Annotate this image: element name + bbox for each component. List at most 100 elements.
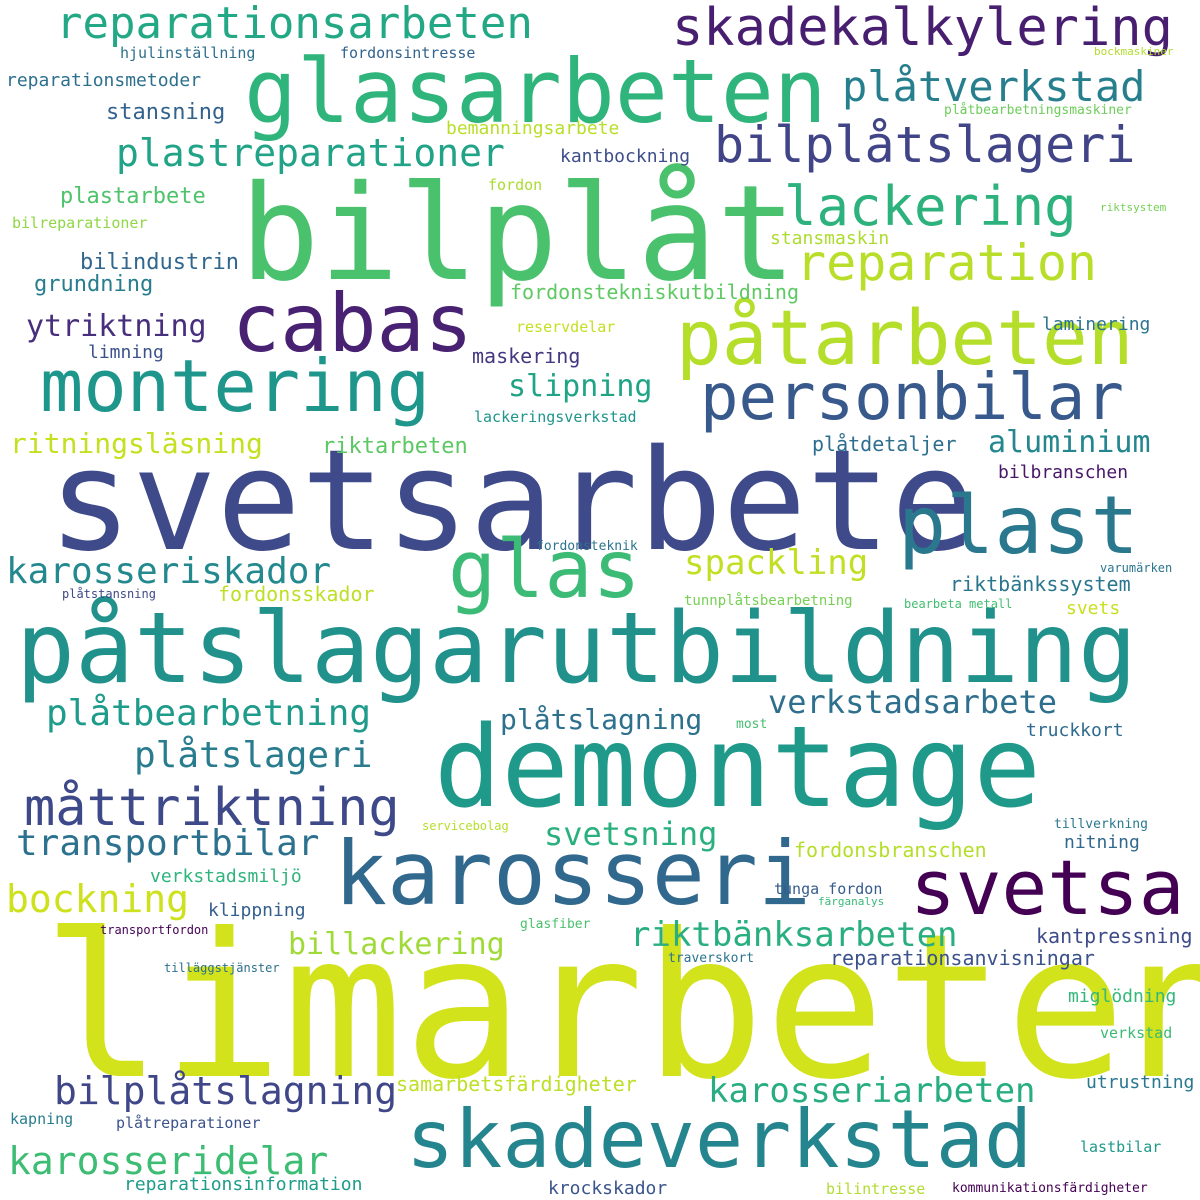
word-bilbranschen: bilbranschen [998, 462, 1129, 483]
word-bearbeta-metall: bearbeta metall [904, 597, 1013, 611]
word-limarbeten: limarbeten [42, 891, 1200, 1124]
word-farganalys: färganalys [818, 895, 885, 908]
word-kantpressning: kantpressning [1036, 924, 1193, 948]
word-karosseriarbeten: karosseriarbeten [708, 1071, 1036, 1111]
word-hjulinstallning: hjulinställning [120, 44, 256, 62]
word-riktarbeten: riktarbeten [322, 434, 468, 459]
word-lastbilar: lastbilar [1080, 1138, 1162, 1156]
word-reparationsarbeten: reparationsarbeten [56, 0, 533, 49]
word-svets: svets [1066, 598, 1121, 619]
word-karosseridelar: karosseridelar [8, 1139, 329, 1183]
word-demontage: demontage [434, 703, 1041, 833]
word-glasfiber: glasfiber [520, 917, 591, 932]
word-platstansning: plåtstansning [62, 587, 156, 601]
word-kapning: kapning [10, 1110, 74, 1128]
word-platverkstad: plåtverkstad [842, 62, 1146, 111]
word-bilreparationer: bilreparationer [12, 214, 148, 232]
word-karosseriskador: karosseriskador [6, 551, 332, 592]
word-slipning: slipning [508, 369, 653, 404]
word-reparationsmetoder: reparationsmetoder [6, 70, 202, 91]
word-fordonsbranschen: fordonsbranschen [794, 838, 987, 862]
word-bemanningsarbete: bemanningsarbete [446, 118, 620, 139]
word-tunga-fordon: tunga fordon [774, 880, 883, 898]
word-transportfordon: transportfordon [100, 923, 209, 937]
word-verkstadsmiljo: verkstadsmiljö [150, 866, 302, 887]
word-platdetaljer: plåtdetaljer [812, 432, 957, 456]
word-truckkort: truckkort [1026, 720, 1124, 741]
word-traverskort: traverskort [668, 951, 755, 966]
word-bockmaskiner: bockmaskiner [1094, 45, 1174, 58]
word-bilplat: bilplåt [240, 157, 797, 311]
word-servicebolag: servicebolag [422, 819, 509, 833]
word-tillaggstjanster: tilläggstjänster [164, 961, 280, 975]
word-fordonstekniskutbildning: fordonstekniskutbildning [510, 280, 799, 304]
word-laminering: laminering [1042, 314, 1151, 335]
word-lackering: lackering [784, 175, 1077, 238]
word-verkstad: verkstad [1100, 1024, 1173, 1042]
word-platbearbetning: plåtbearbetning [46, 693, 372, 734]
word-glasarbeten: glasarbeten [244, 40, 827, 143]
word-bilintresse: bilintresse [826, 1180, 926, 1198]
word-kommunikationsfardigheter: kommunikationsfärdigheter [952, 1181, 1148, 1196]
word-riktbankssystem: riktbänkssystem [950, 572, 1131, 596]
word-svetsarbete: svetsarbete [48, 420, 976, 583]
word-tillverkning: tillverkning [1054, 817, 1148, 832]
word-krockskador: krockskador [548, 1178, 668, 1199]
word-ritningslasning: ritningsläsning [10, 427, 263, 460]
word-glas: glas [448, 523, 641, 616]
word-plastreparationer: plastreparationer [116, 131, 505, 175]
word-reparationsanvisningar: reparationsanvisningar [830, 946, 1095, 970]
word-reservdelar: reservdelar [516, 318, 616, 336]
word-stansmaskin: stansmaskin [770, 228, 890, 249]
word-svetsning: svetsning [544, 815, 718, 853]
word-platarbeten: påtarbeten [676, 293, 1134, 382]
word-platslagarutbildning: påtslagarutbildning [16, 592, 1138, 706]
word-fordonsteknik: fordonsteknik [536, 539, 638, 554]
word-transportbilar: transportbilar [16, 823, 320, 864]
word-lackeringsverkstad: lackeringsverkstad [474, 408, 637, 426]
word-utrustning: utrustning [1086, 1072, 1195, 1093]
word-limning: limning [88, 342, 164, 363]
word-bilplatslageri: bilplåtslageri [714, 116, 1136, 174]
word-plastarbete: plastarbete [60, 184, 206, 209]
word-reparation: reparation [796, 234, 1098, 292]
word-personbilar: personbilar [700, 361, 1124, 435]
word-spackling: spackling [684, 543, 869, 583]
word-stansning: stansning [106, 100, 226, 125]
word-cabas: cabas [232, 277, 473, 370]
word-skadeverkstad: skadeverkstad [406, 1093, 1033, 1186]
word-maskering: maskering [472, 344, 581, 368]
word-karosseri: karosseri [334, 822, 811, 925]
word-bilindustrin: bilindustrin [80, 250, 239, 275]
word-most: most [736, 717, 768, 732]
word-riktsystem: riktsystem [1100, 201, 1167, 214]
word-svetsa: svetsa [910, 843, 1185, 932]
word-fordon: fordon [488, 176, 543, 194]
word-mattriktning: måttriktning [24, 778, 400, 838]
word-samarbetsfardigheter: samarbetsfärdigheter [396, 1072, 637, 1096]
word-tunnplatsbearbetning: tunnplåtsbearbetning [684, 593, 853, 609]
word-platslagning: plåtslagning [500, 703, 703, 736]
word-billackering: billackering [288, 927, 505, 962]
word-fordonsintresse: fordonsintresse [340, 44, 476, 62]
word-platbearbetningsmaskiner: plåtbearbetningsmaskiner [944, 103, 1132, 118]
word-plast: plast [898, 479, 1139, 572]
word-grundning: grundning [34, 272, 154, 297]
word-aluminium: aluminium [988, 425, 1151, 460]
word-bockning: bockning [6, 877, 190, 921]
word-skadekalkylering: skadekalkylering [672, 0, 1173, 58]
word-miglodning: miglödning [1068, 986, 1177, 1007]
word-nitning: nitning [1064, 832, 1140, 853]
word-montering: montering [40, 344, 431, 428]
word-riktbanksarbeten: riktbänksarbeten [630, 915, 958, 955]
word-kantbockning: kantbockning [560, 146, 691, 167]
word-klippning: klippning [208, 900, 306, 921]
word-varumarken: varumärken [1100, 561, 1173, 575]
word-verkstadsarbete: verkstadsarbete [768, 683, 1057, 721]
word-reparationsinformation: reparationsinformation [124, 1174, 363, 1195]
word-bilplatslagning: bilplåtslagning [54, 1069, 398, 1113]
word-fordonsskador: fordonsskador [218, 582, 375, 606]
word-platslageri: plåtslageri [134, 735, 373, 776]
word-ytriktning: ytriktning [26, 309, 207, 344]
